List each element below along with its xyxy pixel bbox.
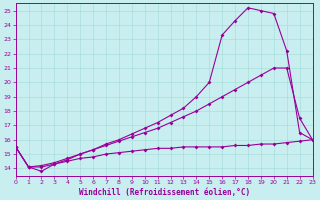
X-axis label: Windchill (Refroidissement éolien,°C): Windchill (Refroidissement éolien,°C): [78, 188, 250, 197]
